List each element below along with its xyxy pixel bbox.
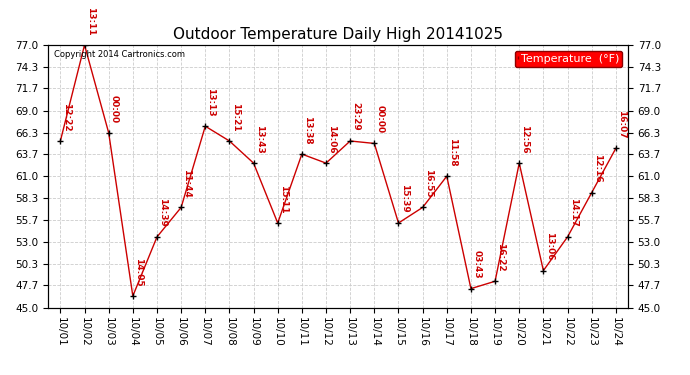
Text: 14:17: 14:17 — [569, 198, 578, 227]
Text: 11:58: 11:58 — [448, 138, 457, 166]
Title: Outdoor Temperature Daily High 20141025: Outdoor Temperature Daily High 20141025 — [173, 27, 503, 42]
Text: 14:06: 14:06 — [327, 124, 336, 153]
Text: 03:43: 03:43 — [472, 250, 481, 279]
Text: 13:06: 13:06 — [544, 232, 553, 261]
Text: 14:05: 14:05 — [134, 258, 143, 286]
Text: 15:39: 15:39 — [400, 184, 408, 213]
Text: 23:29: 23:29 — [351, 102, 360, 131]
Text: 16:22: 16:22 — [496, 243, 505, 272]
Text: 13:11: 13:11 — [86, 6, 95, 35]
Text: 16:07: 16:07 — [617, 110, 626, 138]
Text: 12:56: 12:56 — [520, 124, 529, 153]
Text: 13:43: 13:43 — [255, 124, 264, 153]
Text: 11:44: 11:44 — [182, 169, 191, 198]
Text: 13:38: 13:38 — [303, 116, 312, 144]
Text: 15:11: 15:11 — [279, 184, 288, 213]
Text: Copyright 2014 Cartronics.com: Copyright 2014 Cartronics.com — [54, 50, 185, 59]
Legend: Temperature  (°F): Temperature (°F) — [515, 51, 622, 67]
Text: 00:00: 00:00 — [375, 105, 384, 134]
Text: 15:21: 15:21 — [230, 102, 239, 131]
Text: 12:16: 12:16 — [593, 154, 602, 183]
Text: 14:39: 14:39 — [158, 198, 167, 227]
Text: 13:13: 13:13 — [206, 88, 215, 116]
Text: 12:22: 12:22 — [61, 102, 70, 131]
Text: 16:55: 16:55 — [424, 169, 433, 198]
Text: 00:00: 00:00 — [110, 95, 119, 123]
